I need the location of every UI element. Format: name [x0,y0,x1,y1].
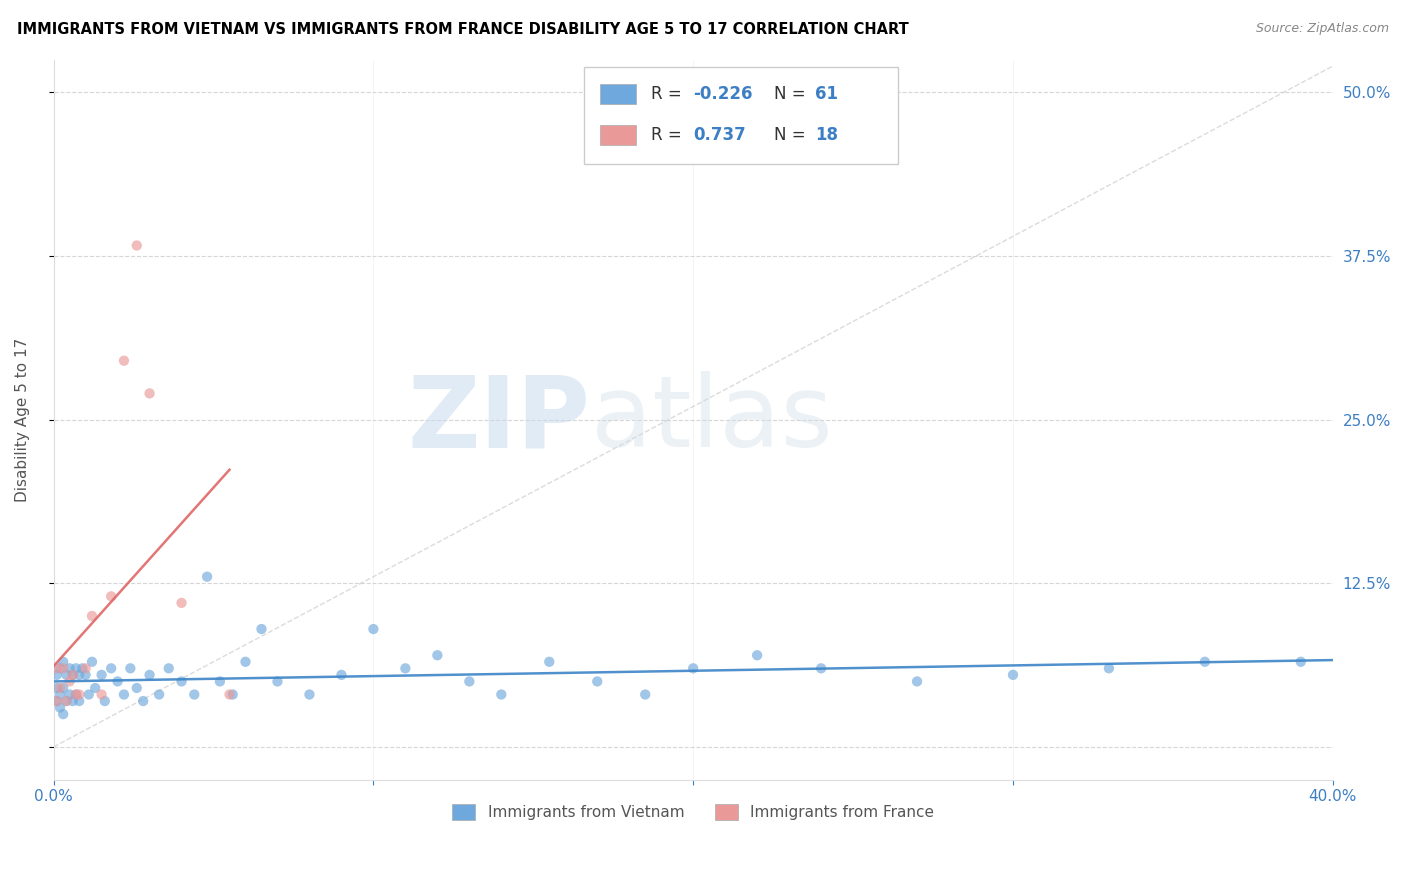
Point [426,648,449,663]
Text: ZIP: ZIP [408,371,591,468]
Text: R =: R = [651,126,688,145]
Bar [600,84,636,104]
Point [100,590,122,604]
Point [65,661,87,675]
Text: 61: 61 [814,85,838,103]
Point [810,661,832,675]
Point [90,688,112,702]
Point [67,694,90,708]
Point [222,688,245,702]
Point [67,668,90,682]
Point [77,688,100,702]
Point [905,674,928,689]
Text: N =: N = [773,126,811,145]
Point [62,694,84,708]
Point [52,661,75,675]
Point [1289,655,1312,669]
Point [45,661,67,675]
Point [634,688,657,702]
Point [195,570,218,584]
Point [49,681,72,695]
Point [65,688,87,702]
Point [45,694,67,708]
Point [458,674,481,689]
Point [148,688,170,702]
Point [65,688,87,702]
Point [120,661,142,675]
Point [266,674,288,689]
Text: R =: R = [651,85,688,103]
Point [59,688,82,702]
Point [55,694,77,708]
Point [112,353,135,368]
Point [363,622,385,636]
Point [1001,668,1024,682]
Point [49,700,72,714]
Text: atlas: atlas [591,371,832,468]
Point [125,238,148,252]
Point [250,622,273,636]
Point [170,674,193,689]
Point [52,655,75,669]
Text: -0.226: -0.226 [693,85,752,103]
Point [235,655,257,669]
Point [55,668,77,682]
Point [183,688,205,702]
Point [55,694,77,708]
Text: 0.737: 0.737 [693,126,747,145]
Point [1194,655,1216,669]
Point [170,596,193,610]
Point [138,386,160,401]
Y-axis label: Disability Age 5 to 17: Disability Age 5 to 17 [15,337,30,501]
Point [52,681,75,695]
Point [747,648,769,663]
Point [330,668,353,682]
Point [62,668,84,682]
Point [62,668,84,682]
Point [538,655,561,669]
Point [80,609,103,624]
Point [138,668,160,682]
Point [100,661,122,675]
Point [72,661,94,675]
Point [59,674,82,689]
Point [298,688,321,702]
Bar [600,125,636,145]
Point [45,668,67,682]
Point [84,681,107,695]
Point [90,668,112,682]
Point [1098,661,1121,675]
Point [94,694,117,708]
Point [394,661,416,675]
Point [80,655,103,669]
Point [491,688,513,702]
Point [45,694,67,708]
Point [45,681,67,695]
Point [682,661,704,675]
Text: 18: 18 [814,126,838,145]
Point [132,694,155,708]
Point [75,668,97,682]
FancyBboxPatch shape [585,67,898,164]
Point [218,688,240,702]
Point [49,661,72,675]
Point [75,661,97,675]
Point [208,674,231,689]
Point [107,674,129,689]
Point [157,661,180,675]
Point [125,681,148,695]
Text: N =: N = [773,85,811,103]
Point [67,688,90,702]
Point [112,688,135,702]
Point [49,688,72,702]
Legend: Immigrants from Vietnam, Immigrants from France: Immigrants from Vietnam, Immigrants from… [446,797,941,826]
Text: Source: ZipAtlas.com: Source: ZipAtlas.com [1256,22,1389,36]
Point [52,707,75,722]
Point [586,674,609,689]
Point [59,661,82,675]
Text: IMMIGRANTS FROM VIETNAM VS IMMIGRANTS FROM FRANCE DISABILITY AGE 5 TO 17 CORRELA: IMMIGRANTS FROM VIETNAM VS IMMIGRANTS FR… [17,22,908,37]
